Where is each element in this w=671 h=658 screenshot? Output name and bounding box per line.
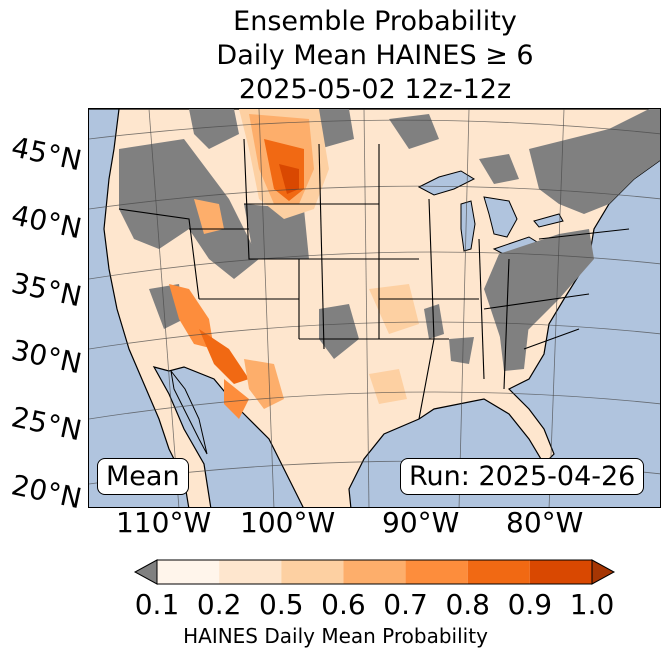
colorbar-segment — [467, 560, 530, 584]
lake-michigan — [460, 200, 476, 252]
colorbar-tick-label: 0.2 — [196, 588, 242, 621]
colorbar-tick-label: 0.1 — [134, 588, 180, 621]
colorbar-under-arrow — [133, 559, 158, 585]
colorbar-segment — [343, 560, 406, 584]
low-probability-areas — [119, 109, 660, 371]
colorbar — [133, 559, 616, 585]
colorbar-segment — [529, 560, 592, 584]
lat-label-40: 40°N — [8, 198, 85, 246]
map-title-line-1: Ensemble Probability — [233, 6, 517, 37]
lon-label-110: 110°W — [116, 506, 212, 539]
graticule — [89, 109, 660, 507]
colorbar-tick-label: 0.5 — [259, 588, 304, 621]
lat-label-30: 30°N — [8, 333, 85, 381]
colorbar-tick-label: 0.9 — [507, 588, 553, 621]
colorbar-segment — [281, 560, 344, 584]
lat-label-45: 45°N — [8, 130, 85, 178]
colorbar-over-arrow — [591, 559, 616, 585]
map-title-line-2: Daily Mean HAINES ≥ 6 — [216, 40, 534, 71]
colorbar-tick-label: 0.7 — [383, 588, 428, 621]
colorbar-segment — [405, 560, 468, 584]
colorbar-label: HAINES Daily Mean Probability — [183, 624, 488, 648]
colorbar-tick-label: 1.0 — [569, 588, 615, 621]
lat-label-35: 35°N — [8, 266, 85, 314]
map-title-line-3: 2025-05-02 12z-12z — [238, 74, 512, 105]
gulf-of-california — [170, 370, 208, 455]
colorbar-tick-label: 0.6 — [321, 588, 366, 621]
state-borders — [118, 138, 630, 420]
lon-label-90: 90°W — [382, 506, 460, 539]
colorbar-segment — [219, 560, 282, 584]
colorbar-segment — [157, 560, 220, 584]
lat-label-20: 20°N — [8, 468, 85, 516]
run-label-box: Run: 2025-04-26 — [400, 458, 645, 495]
lon-label-80: 80°W — [506, 506, 584, 539]
lat-label-25: 25°N — [8, 400, 85, 448]
lake-superior — [417, 170, 476, 196]
lake-huron — [483, 196, 518, 238]
lon-label-100: 100°W — [240, 506, 336, 539]
colorbar-outline — [156, 559, 593, 585]
map-canvas — [89, 109, 660, 507]
lake-ontario — [533, 213, 564, 228]
mean-label-box: Mean — [97, 458, 189, 495]
colorbar-tick-label: 0.8 — [445, 588, 490, 621]
map-panel — [88, 108, 661, 508]
